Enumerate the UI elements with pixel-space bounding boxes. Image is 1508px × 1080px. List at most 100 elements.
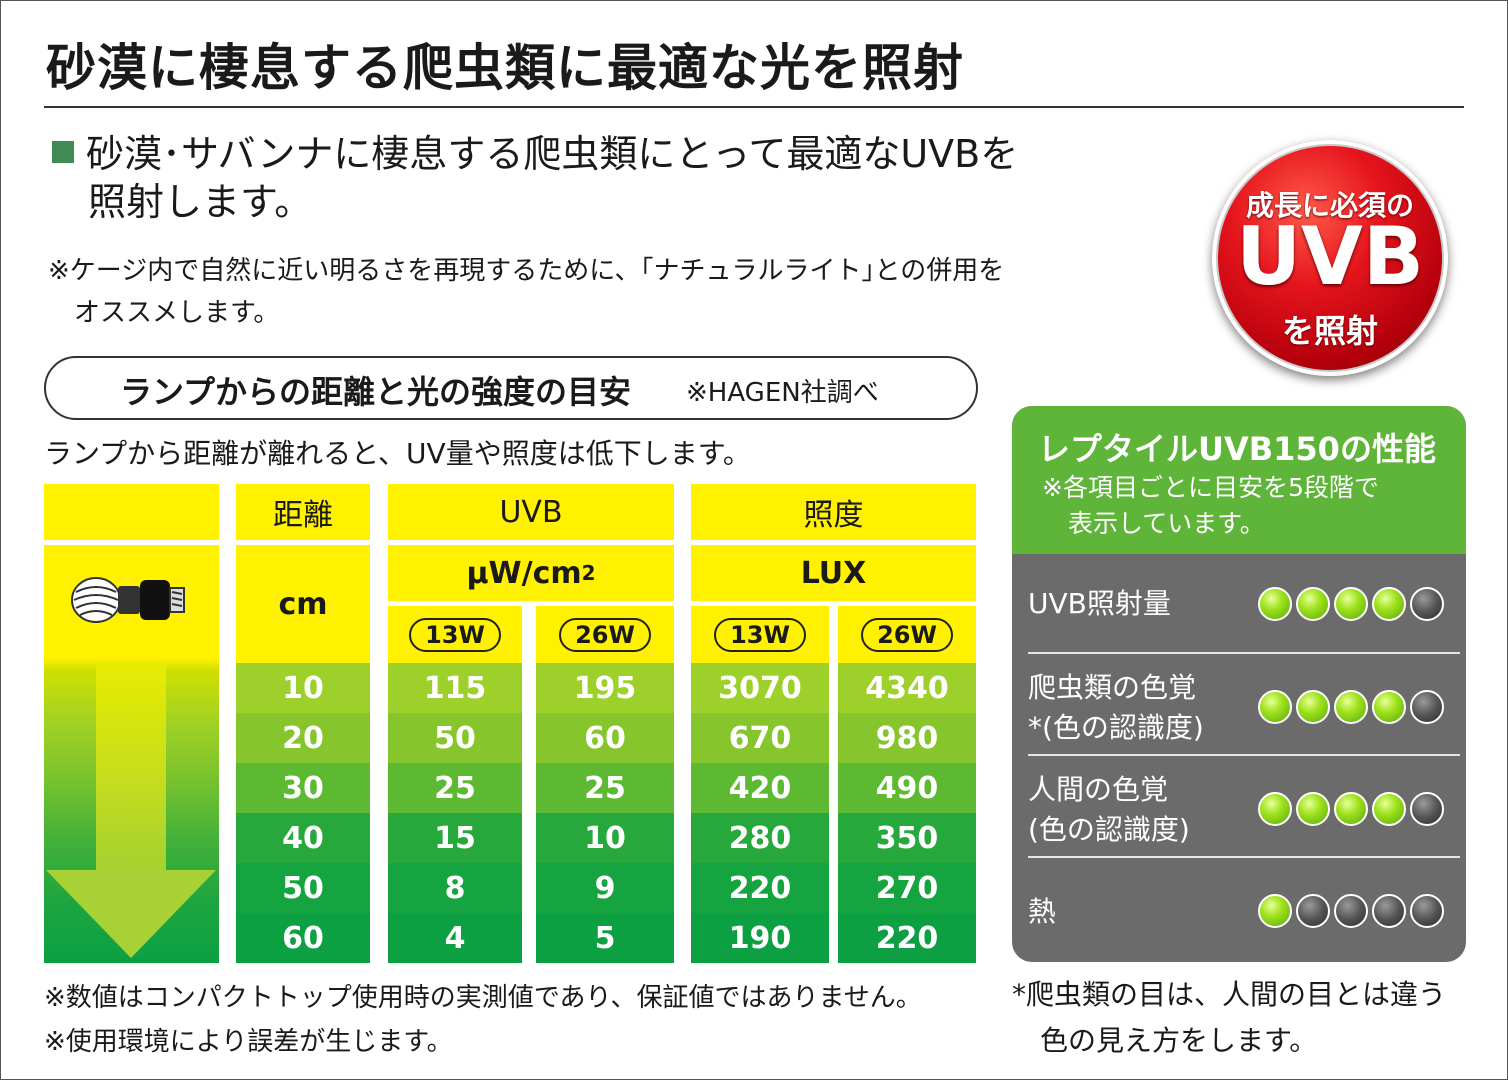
rating-dots bbox=[1258, 690, 1444, 724]
performance-label: UVB照射量 bbox=[1028, 587, 1171, 620]
lead-line-1: 砂漠･サバンナに棲息する爬虫類にとって最適なUVBを bbox=[86, 132, 1019, 176]
value-cell: 5 bbox=[536, 913, 674, 963]
note-line-2: オススメします。 bbox=[74, 298, 280, 328]
rating-dot-filled-icon bbox=[1372, 587, 1406, 621]
rating-dot-empty-icon bbox=[1410, 894, 1444, 928]
usage-note: ※ケージ内で自然に近い明るさを再現するために、｢ナチュラルライト｣との併用を オ… bbox=[48, 250, 1128, 334]
value-cell: 115 bbox=[388, 663, 522, 713]
rating-dot-filled-icon bbox=[1334, 587, 1368, 621]
note-line-1: ※ケージ内で自然に近い明るさを再現するために、｢ナチュラルライト｣との併用を bbox=[48, 256, 1005, 286]
value-cell: 15 bbox=[388, 813, 522, 863]
rating-dot-filled-icon bbox=[1296, 690, 1330, 724]
rating-dot-empty-icon bbox=[1372, 894, 1406, 928]
distance-cell: 60 bbox=[236, 913, 370, 963]
performance-note: ※各項目ごとに目安を5段階で 表示しています。 bbox=[1042, 470, 1379, 542]
uvb-badge: 成長に必須の UVB を照射 bbox=[1212, 140, 1448, 376]
rating-dot-filled-icon bbox=[1296, 587, 1330, 621]
rating-dot-empty-icon bbox=[1296, 894, 1330, 928]
unit-lux: LUX bbox=[691, 545, 976, 601]
footnote-right-2: 色の見え方をします。 bbox=[1040, 1024, 1318, 1057]
watt-cell: 26W bbox=[838, 606, 976, 663]
watt-cell: 13W bbox=[388, 606, 522, 663]
table-intro: ランプから距離が離れると、UV量や照度は低下します。 bbox=[44, 437, 751, 470]
spiral-bulb-icon bbox=[71, 577, 185, 623]
section-source: ※HAGEN社調べ bbox=[686, 378, 879, 408]
unit-uvb-text: μW/cm bbox=[466, 555, 582, 591]
value-cell: 490 bbox=[838, 763, 976, 813]
distance-cell: 50 bbox=[236, 863, 370, 913]
value-cell: 420 bbox=[691, 763, 829, 813]
rating-dot-empty-icon bbox=[1410, 690, 1444, 724]
value-cell: 10 bbox=[536, 813, 674, 863]
title-divider bbox=[44, 106, 1464, 108]
watt-label: 13W bbox=[714, 617, 806, 652]
unit-distance: cm bbox=[236, 545, 370, 663]
performance-row-heat: 熱 bbox=[1012, 860, 1466, 962]
distance-cell: 20 bbox=[236, 713, 370, 763]
value-cell: 670 bbox=[691, 713, 829, 763]
rating-dot-empty-icon bbox=[1410, 587, 1444, 621]
value-cell: 50 bbox=[388, 713, 522, 763]
performance-row-human-vision: 人間の色覚 (色の認識度) bbox=[1012, 758, 1466, 860]
rating-dot-filled-icon bbox=[1258, 587, 1292, 621]
row-divider bbox=[1028, 856, 1460, 858]
arrow-shaft bbox=[96, 662, 166, 872]
lead-line-2: 照射します。 bbox=[88, 180, 313, 224]
performance-label: 熱 bbox=[1028, 895, 1057, 928]
value-cell: 220 bbox=[691, 863, 829, 913]
performance-note-line-1: ※各項目ごとに目安を5段階で bbox=[1042, 473, 1379, 502]
lead-text: 砂漠･サバンナに棲息する爬虫類にとって最適なUVBを 照射します。 bbox=[52, 130, 1192, 226]
footnote-right-1: *爬虫類の目は、人間の目とは違う bbox=[1012, 978, 1447, 1011]
rating-dot-filled-icon bbox=[1334, 690, 1368, 724]
value-cell: 980 bbox=[838, 713, 976, 763]
distance-cell: 40 bbox=[236, 813, 370, 863]
value-cell: 3070 bbox=[691, 663, 829, 713]
section-heading: ランプからの距離と光の強度の目安 ※HAGEN社調べ bbox=[44, 356, 978, 420]
watt-label: 26W bbox=[559, 617, 651, 652]
badge-line-3: を照射 bbox=[1281, 312, 1378, 350]
row-divider bbox=[1028, 652, 1460, 654]
rating-dot-empty-icon bbox=[1410, 792, 1444, 826]
header-blank-cell bbox=[44, 484, 219, 540]
unit-uvb: μW/cm 2 bbox=[388, 545, 674, 601]
header-lux: 照度 bbox=[691, 484, 976, 540]
value-cell: 280 bbox=[691, 813, 829, 863]
performance-label: 人間の色覚 bbox=[1028, 773, 1169, 806]
footnote-left-2: ※使用環境により誤差が生じます。 bbox=[44, 1027, 453, 1057]
rating-dot-filled-icon bbox=[1372, 690, 1406, 724]
performance-row-reptile-vision: 爬虫類の色覚 *(色の認識度) bbox=[1012, 656, 1466, 758]
rating-dots bbox=[1258, 587, 1444, 621]
rating-dot-filled-icon bbox=[1296, 792, 1330, 826]
value-cell: 190 bbox=[691, 913, 829, 963]
distance-cell: 30 bbox=[236, 763, 370, 813]
rating-dot-filled-icon bbox=[1258, 894, 1292, 928]
value-cell: 25 bbox=[536, 763, 674, 813]
page-title: 砂漠に棲息する爬虫類に最適な光を照射 bbox=[46, 39, 964, 97]
value-cell: 25 bbox=[388, 763, 522, 813]
performance-note-line-2: 表示しています。 bbox=[1068, 509, 1265, 538]
rating-dot-empty-icon bbox=[1334, 894, 1368, 928]
header-distance: 距離 bbox=[236, 484, 370, 540]
performance-sublabel: *(色の認識度) bbox=[1028, 711, 1204, 744]
value-cell: 60 bbox=[536, 713, 674, 763]
footnotes-right: *爬虫類の目は、人間の目とは違う 色の見え方をします。 bbox=[1012, 972, 1446, 1064]
value-cell: 9 bbox=[536, 863, 674, 913]
header-uvb: UVB bbox=[388, 484, 674, 540]
section-title: ランプからの距離と光の強度の目安 bbox=[120, 373, 632, 411]
footnotes-left: ※数値はコンパクトトップ使用時の実測値であり、保証値ではありません。 ※使用環境… bbox=[44, 976, 922, 1064]
value-cell: 4 bbox=[388, 913, 522, 963]
distance-cell: 10 bbox=[236, 663, 370, 713]
value-cell: 4340 bbox=[838, 663, 976, 713]
row-divider bbox=[1028, 754, 1460, 756]
rating-dots bbox=[1258, 792, 1444, 826]
watt-label: 26W bbox=[861, 617, 953, 652]
unit-uvb-sup: 2 bbox=[581, 561, 596, 585]
watt-cell: 13W bbox=[691, 606, 829, 663]
value-cell: 220 bbox=[838, 913, 976, 963]
watt-label: 13W bbox=[409, 617, 501, 652]
performance-label: 爬虫類の色覚 bbox=[1028, 671, 1197, 704]
badge-line-2: UVB bbox=[1236, 210, 1424, 303]
footnote-left-1: ※数値はコンパクトトップ使用時の実測値であり、保証値ではありません。 bbox=[44, 983, 922, 1013]
rating-dot-filled-icon bbox=[1334, 792, 1368, 826]
value-cell: 270 bbox=[838, 863, 976, 913]
